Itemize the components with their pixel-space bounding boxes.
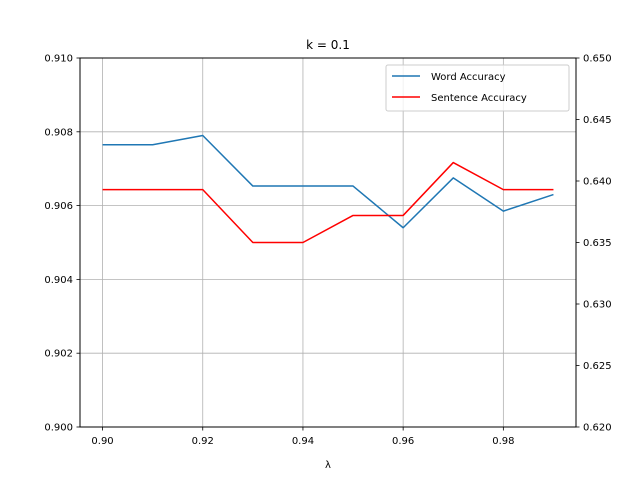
x-axis: 0.90 0.92 0.94 0.96 0.98	[91, 427, 514, 447]
right-y-axis: 0.620 0.625 0.630 0.635 0.640 0.645 0.650	[576, 54, 612, 434]
left-tick-label: 0.900	[44, 423, 73, 434]
left-tick-label: 0.904	[44, 275, 73, 286]
left-tick-label: 0.906	[44, 201, 73, 212]
left-y-axis: 0.900 0.902 0.904 0.906 0.908 0.910	[44, 54, 80, 434]
chart-title: k = 0.1	[306, 38, 350, 52]
x-tick-label: 0.98	[492, 436, 514, 447]
right-tick-label: 0.625	[583, 361, 612, 372]
x-tick-label: 0.92	[192, 436, 214, 447]
x-axis-label: λ	[325, 460, 331, 471]
right-tick-label: 0.630	[583, 300, 612, 311]
legend-label-word-accuracy: Word Accuracy	[431, 72, 506, 83]
legend-box	[385, 64, 570, 112]
right-tick-label: 0.620	[583, 423, 612, 434]
left-tick-label: 0.908	[44, 127, 73, 138]
x-tick-label: 0.96	[392, 436, 414, 447]
left-tick-label: 0.910	[44, 54, 73, 65]
series-line-sentence-accuracy	[102, 161, 554, 244]
x-tick-label: 0.94	[292, 436, 314, 447]
x-tick-label: 0.90	[91, 436, 113, 447]
right-tick-label: 0.640	[583, 177, 612, 188]
legend-label-sentence-accuracy: Sentence Accuracy	[431, 93, 527, 104]
right-tick-label: 0.635	[583, 238, 612, 249]
right-tick-label: 0.645	[583, 115, 612, 126]
series-line-word-accuracy	[102, 134, 554, 229]
right-tick-label: 0.650	[583, 54, 612, 65]
left-tick-label: 0.902	[44, 349, 73, 360]
series-layer	[102, 134, 554, 244]
legend: Word Accuracy Sentence Accuracy	[385, 64, 570, 112]
